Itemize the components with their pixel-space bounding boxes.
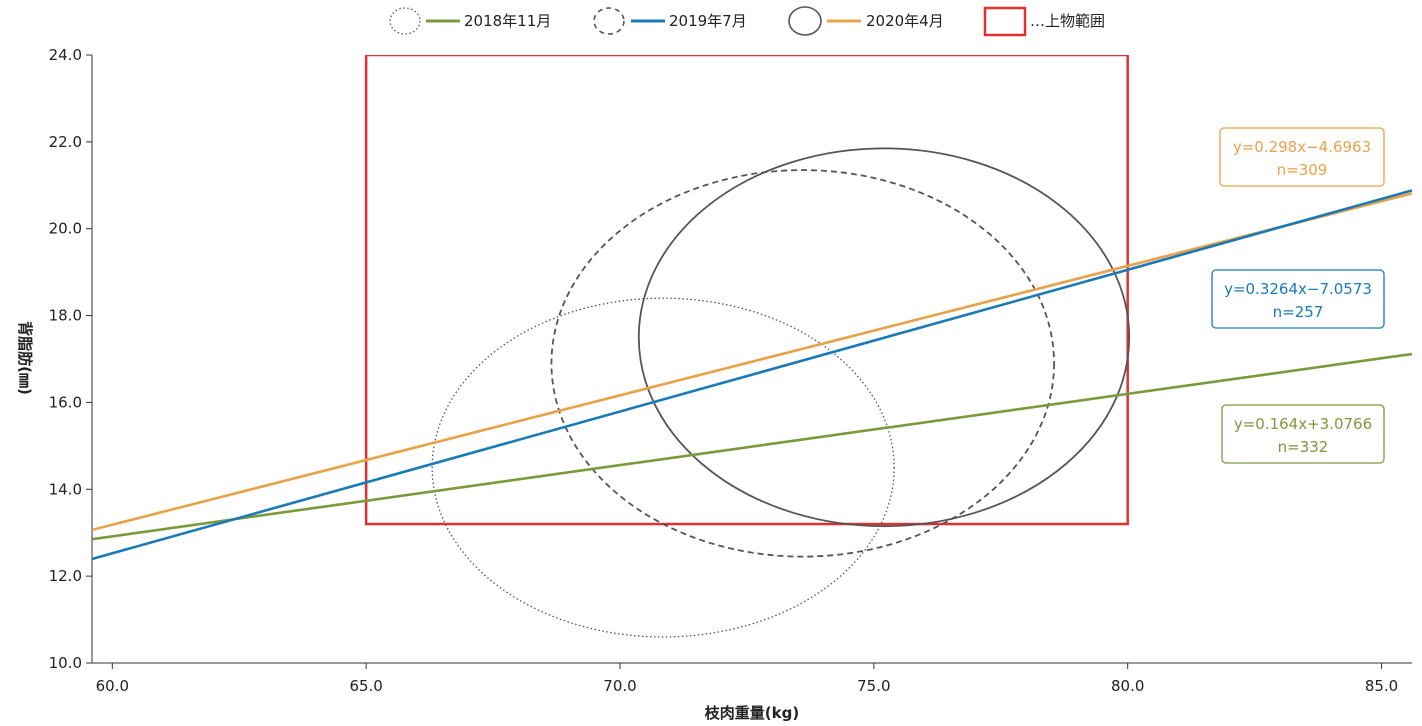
- x-axis: 60.0 65.0 70.0 75.0 80.0 85.0 枝肉重量(kg): [92, 662, 1412, 722]
- equation-2019: y=0.3264x−7.0573: [1224, 280, 1372, 298]
- range-box: [364, 55, 1129, 526]
- ellipse-2019: [550, 169, 1055, 558]
- ellipse-2018: [431, 297, 895, 638]
- n-2018: n=332: [1278, 438, 1329, 456]
- y-ticks: 10.0 12.0 14.0 16.0 18.0 20.0 22.0 24.0: [49, 46, 92, 672]
- equation-box-2020: y=0.298x−4.6963 n=309: [1219, 127, 1385, 187]
- y-tick-label: 24.0: [49, 46, 82, 64]
- y-tick-label: 14.0: [49, 480, 82, 498]
- y-axis: 10.0 12.0 14.0 16.0 18.0 20.0 22.0 24.0 背脂肪(㎜): [16, 46, 93, 672]
- equation-2020: y=0.298x−4.6963: [1233, 138, 1371, 156]
- y-tick-label: 22.0: [49, 133, 82, 151]
- n-2019: n=257: [1273, 303, 1324, 321]
- y-tick-label: 16.0: [49, 393, 82, 411]
- regression-line-2018: [92, 352, 1412, 541]
- equation-2018: y=0.164x+3.0766: [1234, 415, 1372, 433]
- legend-label-2020: 2020年4月: [866, 12, 944, 30]
- x-axis-title: 枝肉重量(kg): [705, 704, 799, 722]
- y-tick-label: 10.0: [49, 654, 82, 672]
- legend-swatch-ellipse-2020: [788, 6, 822, 36]
- legend-label-2018: 2018年11月: [464, 12, 551, 30]
- equation-box-2019: y=0.3264x−7.0573 n=257: [1211, 269, 1385, 329]
- svg-text:背脂肪(㎜): 背脂肪(㎜): [16, 321, 34, 395]
- legend-label-range-box: …上物範囲: [1030, 12, 1105, 30]
- legend-swatch-ellipse-2019: [593, 7, 625, 35]
- regression-line-2020: [92, 192, 1412, 532]
- x-tick-label: 70.0: [603, 677, 636, 695]
- x-ticks: 60.0 65.0 70.0 75.0 80.0 85.0: [96, 663, 1398, 695]
- n-2020: n=309: [1277, 161, 1328, 179]
- y-tick-label: 18.0: [49, 307, 82, 325]
- legend-swatch-ellipse-2018: [389, 7, 421, 35]
- x-tick-label: 80.0: [1111, 677, 1144, 695]
- plot-area: [92, 55, 1412, 638]
- regression-line-2019: [92, 189, 1412, 561]
- y-tick-label: 12.0: [49, 567, 82, 585]
- legend-swatch-range-box: [983, 6, 1027, 37]
- ellipse-2020: [637, 147, 1131, 528]
- x-tick-label: 65.0: [349, 677, 382, 695]
- x-tick-label: 60.0: [96, 677, 129, 695]
- equation-box-2018: y=0.164x+3.0766 n=332: [1221, 404, 1385, 464]
- y-axis-title: 背脂肪(㎜): [16, 321, 34, 395]
- legend: 2018年11月 2019年7月 2020年4月 …上物範囲: [389, 6, 1105, 37]
- x-tick-label: 75.0: [857, 677, 890, 695]
- y-tick-label: 20.0: [49, 220, 82, 238]
- legend-label-2019: 2019年7月: [669, 12, 747, 30]
- x-tick-label: 85.0: [1365, 677, 1398, 695]
